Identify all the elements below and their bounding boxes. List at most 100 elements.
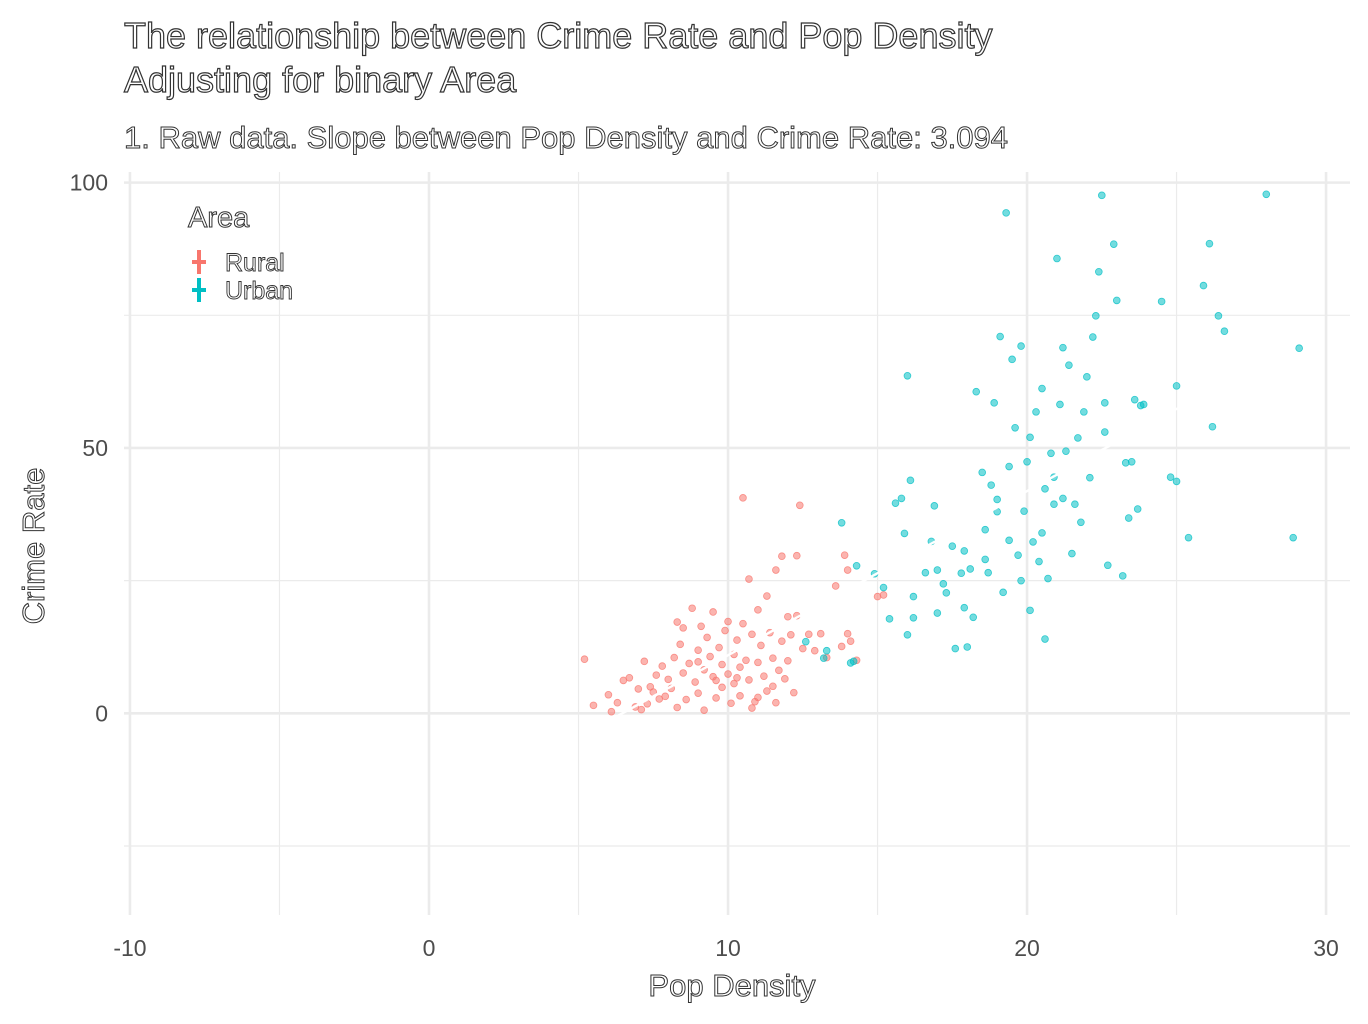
point-rural	[658, 662, 667, 670]
point-rural	[739, 619, 747, 628]
point-rural	[846, 637, 855, 645]
point-urban	[948, 542, 957, 550]
point-rural	[745, 575, 753, 583]
y-axis-label: Crime Rate	[16, 467, 52, 625]
point-urban	[987, 481, 995, 489]
point-urban	[903, 371, 912, 380]
trend-line-group	[616, 399, 1193, 718]
point-urban	[921, 568, 930, 577]
point-urban	[969, 613, 978, 622]
point-rural	[840, 551, 849, 559]
point-urban	[909, 613, 918, 622]
point-rural	[790, 688, 798, 697]
point-rural	[730, 679, 738, 688]
x-axis-ticks: -10 0 10 20 30	[113, 935, 1339, 961]
point-rural	[712, 676, 720, 685]
point-urban	[1172, 382, 1181, 390]
point-urban	[1017, 342, 1025, 350]
point-urban	[885, 615, 894, 623]
point-rural	[670, 653, 679, 662]
point-rural	[831, 582, 840, 590]
point-rural	[787, 630, 795, 639]
x-tick-label: 10	[715, 935, 741, 961]
point-urban	[1026, 606, 1034, 615]
point-rural	[760, 672, 768, 680]
point-rural	[733, 673, 741, 682]
point-urban	[1262, 190, 1271, 199]
point-urban	[1059, 343, 1067, 352]
point-rural	[676, 640, 684, 649]
point-urban	[1089, 333, 1097, 341]
point-rural	[879, 591, 888, 599]
point-rural	[724, 670, 732, 678]
point-rural	[685, 659, 693, 668]
point-urban	[951, 644, 960, 653]
point-urban	[1101, 399, 1109, 407]
point-rural	[712, 694, 720, 702]
point-urban	[906, 476, 915, 485]
point-urban	[1157, 297, 1166, 306]
point-rural	[634, 685, 643, 693]
point-rural	[754, 606, 762, 614]
point-rural	[607, 707, 616, 716]
point-urban	[1118, 572, 1127, 580]
point-urban	[1103, 561, 1112, 570]
legend-title: Area	[188, 202, 250, 234]
point-rural	[679, 669, 687, 677]
point-rural	[843, 566, 852, 574]
point-urban	[1029, 538, 1037, 546]
point-urban	[1068, 549, 1076, 558]
point-urban	[1038, 529, 1046, 537]
point-urban	[903, 630, 912, 639]
point-rural	[694, 658, 702, 666]
point-rural	[613, 698, 622, 707]
point-rural	[691, 678, 699, 686]
point-urban	[1077, 518, 1085, 527]
point-urban	[852, 561, 861, 570]
point-urban	[993, 495, 1001, 504]
point-urban	[1101, 428, 1109, 436]
y-tick-label: 50	[82, 435, 108, 461]
chart-title: The relationship between Crime Rate and …	[123, 14, 993, 102]
point-urban	[1092, 312, 1100, 320]
point-urban	[960, 603, 969, 612]
legend-key-urban	[192, 278, 206, 302]
point-urban	[1112, 296, 1121, 305]
point-urban	[819, 654, 828, 662]
point-urban	[933, 566, 942, 574]
point-urban	[930, 502, 939, 510]
point-rural	[724, 617, 732, 626]
point-rural	[703, 633, 711, 642]
point-rural	[718, 683, 726, 692]
point-urban	[963, 643, 972, 651]
point-urban	[1184, 533, 1193, 542]
point-urban	[1083, 373, 1091, 381]
point-urban	[972, 387, 981, 396]
point-rural	[772, 698, 780, 707]
point-rural	[769, 654, 777, 662]
point-urban	[1199, 281, 1208, 290]
point-rural	[679, 624, 687, 632]
point-rural	[748, 630, 756, 639]
point-rural	[754, 658, 762, 667]
point-urban	[981, 555, 989, 564]
point-urban	[1008, 355, 1016, 364]
point-rural	[742, 656, 750, 665]
point-rural	[673, 618, 681, 626]
chart-title-line-1: The relationship between Crime Rate and …	[123, 14, 993, 56]
point-rural	[793, 551, 801, 560]
point-urban	[999, 588, 1007, 597]
point-urban	[1038, 384, 1046, 393]
x-tick-label: -10	[113, 935, 146, 961]
point-urban	[1205, 239, 1214, 248]
point-rural	[700, 706, 708, 714]
point-rural	[763, 687, 771, 695]
point-rural	[804, 630, 813, 639]
point-rural	[748, 704, 756, 712]
point-rural	[784, 612, 792, 621]
point-rural	[816, 629, 825, 638]
point-urban	[897, 494, 906, 503]
point-urban	[939, 580, 948, 588]
point-urban	[1041, 635, 1049, 643]
